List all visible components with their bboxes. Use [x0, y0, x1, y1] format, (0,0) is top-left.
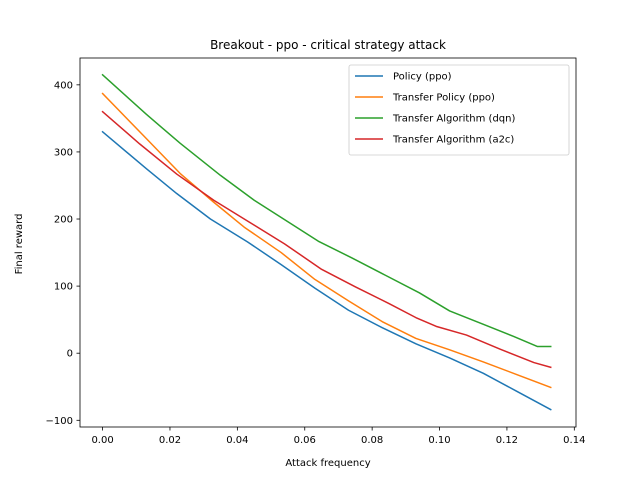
- y-axis-label: Final reward: [14, 214, 25, 275]
- y-tick-label: 100: [54, 282, 73, 293]
- x-tick-label: 0.00: [91, 435, 113, 446]
- y-tick-label: 300: [54, 147, 73, 158]
- x-tick-label: 0.14: [563, 435, 585, 446]
- y-tick-label: −100: [46, 416, 73, 427]
- series-layer: [101, 73, 552, 411]
- x-axis-label: Attack frequency: [285, 458, 370, 469]
- x-tick-label: 0.08: [361, 435, 383, 446]
- x-tick-label: 0.12: [496, 435, 518, 446]
- x-tick-label: 0.10: [428, 435, 450, 446]
- axes-frame: [79, 57, 577, 428]
- x-tick-label: 0.04: [226, 435, 248, 446]
- legend-label-1: Transfer Policy (ppo): [392, 93, 495, 104]
- legend-label-3: Transfer Algorithm (a2c): [392, 135, 514, 146]
- axes-layer: 0.00 0.02 0.04 0.06 0.08 0.10 0.12 0.14 −100 0 100…: [46, 57, 585, 446]
- series-line-3: [101, 110, 552, 369]
- y-tick-label: 200: [54, 215, 73, 226]
- series-line-1: [101, 92, 552, 389]
- series-line-0: [101, 130, 552, 411]
- x-tick-label: 0.06: [294, 435, 316, 446]
- x-tick-label: 0.02: [159, 435, 181, 446]
- y-tick-label: 400: [54, 80, 73, 91]
- legend-box: [348, 64, 570, 156]
- y-tick-label: 0: [67, 349, 73, 360]
- legend-label-2: Transfer Algorithm (dqn): [392, 114, 515, 125]
- legend: Policy (ppo) Transfer Policy (ppo) Transfe…: [348, 64, 570, 156]
- series-line-2: [101, 73, 552, 348]
- legend-label-0: Policy (ppo): [393, 72, 452, 83]
- chart-title: Breakout - ppo - critical strategy attac…: [210, 38, 446, 52]
